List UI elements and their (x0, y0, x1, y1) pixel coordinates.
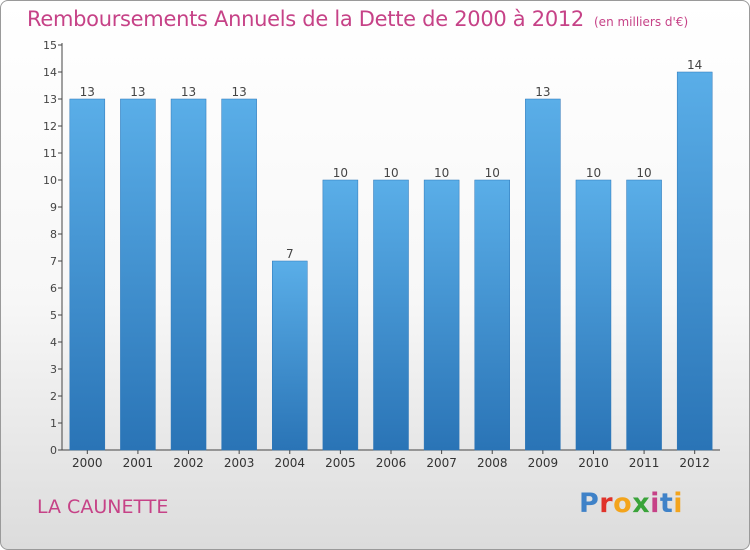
bar-value-label: 10 (383, 166, 398, 180)
x-tick-label: 2002 (173, 456, 204, 470)
y-tick-label: 10 (43, 174, 57, 187)
y-tick-label: 13 (43, 93, 57, 106)
bar (525, 98, 561, 451)
bar (474, 179, 510, 451)
y-tick-label: 2 (50, 390, 57, 403)
logo-letter: r (599, 488, 614, 519)
y-tick-label: 0 (50, 444, 57, 457)
bar (69, 98, 106, 451)
bar (272, 260, 308, 451)
y-tick-label: 11 (43, 147, 57, 160)
bar-value-label: 10 (434, 166, 449, 180)
logo-letter: o (613, 488, 633, 519)
y-tick-label: 8 (50, 228, 57, 241)
x-tick-label: 2006 (376, 456, 407, 470)
x-tick-label: 2005 (325, 456, 356, 470)
x-tick-label: 2012 (679, 456, 710, 470)
bar-value-label: 10 (333, 166, 348, 180)
chart-title: Remboursements Annuels de la Dette de 20… (27, 7, 688, 31)
bar (423, 179, 460, 451)
x-tick-label: 2004 (274, 456, 305, 470)
bar (170, 98, 207, 451)
chart-unit: (en milliers d'€) (594, 15, 689, 29)
bar (676, 71, 713, 451)
y-tick-label: 6 (50, 282, 57, 295)
chart-bars: 13 13 13 13 7 10 10 10 10 13 10 10 14 (69, 58, 713, 451)
logo-letter: i (673, 488, 684, 519)
bar-value-label: 7 (286, 247, 294, 261)
y-tick-label: 15 (43, 39, 57, 52)
bar (120, 98, 156, 451)
bar-value-label: 13 (80, 85, 95, 99)
bar-value-label: 10 (485, 166, 500, 180)
proxiti-logo: Proxiti (579, 488, 683, 519)
y-tick-label: 9 (50, 201, 57, 214)
bar (373, 179, 409, 451)
bar (626, 179, 662, 451)
x-tick-label: 2003 (224, 456, 255, 470)
bar-value-label: 14 (687, 58, 702, 72)
bar-value-label: 10 (636, 166, 651, 180)
city-name: LA CAUNETTE (37, 496, 169, 518)
x-tick-label: 2009 (528, 456, 559, 470)
x-tick-label: 2000 (72, 456, 103, 470)
x-tick-label: 2008 (477, 456, 508, 470)
y-tick-label: 5 (50, 309, 57, 322)
bar-value-label: 13 (232, 85, 247, 99)
bar (322, 179, 359, 451)
bar (221, 98, 257, 451)
bar (575, 179, 612, 451)
logo-letter: i (650, 488, 660, 519)
logo-letter: x (632, 488, 651, 519)
logo-letter: P (579, 488, 600, 519)
y-tick-label: 3 (50, 363, 57, 376)
y-tick-label: 1 (50, 417, 57, 430)
x-tick-label: 2010 (578, 456, 609, 470)
y-tick-label: 12 (43, 120, 57, 133)
y-tick-label: 7 (50, 255, 57, 268)
bar-value-label: 13 (130, 85, 145, 99)
x-tick-label: 2007 (426, 456, 457, 470)
y-tick-label: 14 (43, 66, 57, 79)
bar-value-label: 13 (181, 85, 196, 99)
logo-letter: t (659, 488, 674, 519)
x-tick-label: 2011 (629, 456, 660, 470)
bar-value-label: 10 (586, 166, 601, 180)
bar-value-label: 13 (535, 85, 550, 99)
x-tick-label: 2001 (123, 456, 154, 470)
chart-title-text: Remboursements Annuels de la Dette de 20… (27, 7, 584, 31)
y-tick-label: 4 (50, 336, 57, 349)
